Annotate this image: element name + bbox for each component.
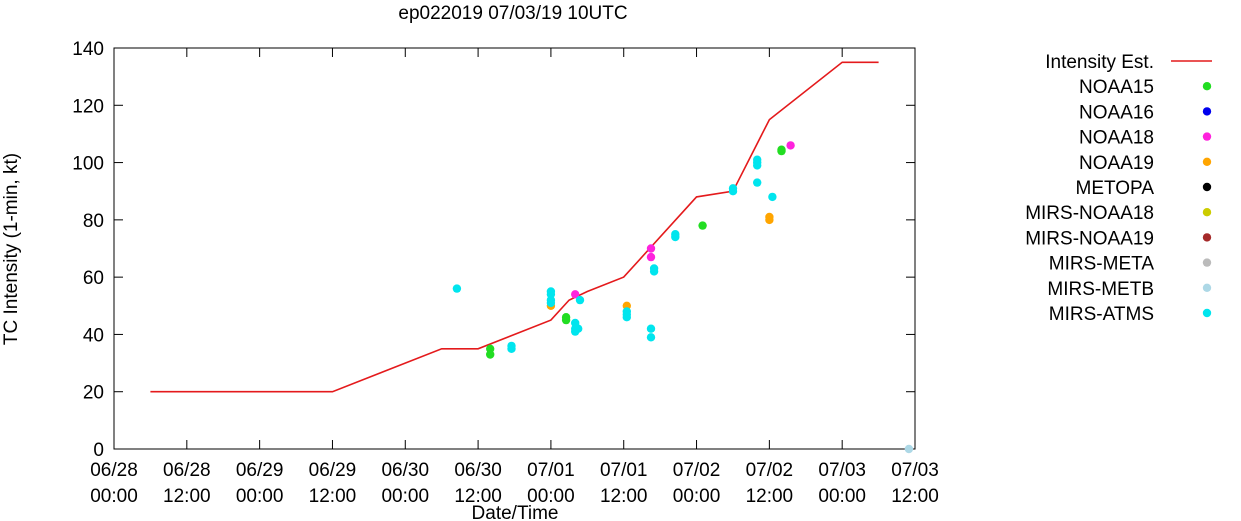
plot-area: 0 20 40 60 80 100 120 140 06/28 00:00 06/28 12:00 06… — [72, 39, 938, 507]
point-noaa15 — [777, 145, 786, 154]
y-axis-label: TC Intensity (1-min, kt) — [1, 153, 22, 345]
x-tick-label-time: 00:00 — [236, 486, 284, 507]
x-tick-label-time: 12:00 — [454, 486, 502, 507]
x-axis-label: Date/Time — [472, 503, 559, 521]
legend-label-intensity-est: Intensity Est. — [1045, 52, 1154, 73]
y-tick-label: 20 — [83, 383, 104, 404]
y-tick-label: 140 — [72, 39, 104, 60]
legend-swatch-mirs-atms — [1202, 308, 1212, 318]
x-tick-label-date: 06/28 — [163, 460, 211, 481]
y-tick-label: 60 — [83, 268, 104, 289]
point-mirs-atms — [768, 192, 777, 202]
point-mirs-atms — [546, 295, 556, 305]
x-tick-label-date: 06/28 — [90, 460, 138, 481]
legend-swatch-mirs-noaa18 — [1202, 208, 1212, 217]
point-mirs-atms — [574, 324, 583, 333]
x-tick-label-time: 00:00 — [818, 486, 866, 507]
x-tick-label-date: 07/02 — [673, 460, 721, 481]
legend: Intensity Est. NOAA15 NOAA16 NOAA18 NOAA19 ME… — [1025, 52, 1212, 325]
legend-swatch-mirs-metb — [1202, 283, 1212, 292]
plot-frame — [113, 47, 916, 450]
y-tick-label: 0 — [93, 440, 104, 461]
point-mirs-atms — [452, 284, 462, 293]
point-mirs-atms — [646, 324, 656, 333]
legend-label-mirs-noaa18: MIRS-NOAA18 — [1025, 203, 1154, 224]
y-tick-label: 80 — [83, 211, 104, 232]
x-tick-label-time: 12:00 — [600, 486, 648, 507]
x-tick-label-date: 07/01 — [600, 460, 648, 481]
x-tick-label-date: 06/30 — [454, 460, 502, 481]
legend-swatch-metopa — [1202, 182, 1212, 192]
x-tick-label-date: 07/02 — [746, 460, 794, 481]
y-tick-label: 100 — [72, 154, 104, 175]
x-tick-label-time: 00:00 — [527, 486, 575, 507]
point-mirs-atms — [546, 287, 556, 296]
x-tick-label-time: 00:00 — [90, 486, 138, 507]
legend-label-mirs-meta: MIRS-META — [1049, 254, 1155, 275]
x-tick-label-date: 06/29 — [309, 460, 357, 481]
legend-label-mirs-noaa19: MIRS-NOAA19 — [1025, 228, 1154, 249]
legend-label-noaa15: NOAA15 — [1079, 77, 1154, 98]
legend-label-mirs-atms: MIRS-ATMS — [1049, 304, 1154, 325]
x-tick-label-time: 12:00 — [163, 486, 211, 507]
point-noaa15 — [561, 313, 571, 322]
legend-label-noaa19: NOAA19 — [1079, 153, 1154, 174]
point-mirs-atms — [646, 333, 656, 342]
legend-label-metopa: METOPA — [1076, 178, 1155, 199]
point-noaa18 — [571, 290, 580, 299]
x-tick-label-date: 07/03 — [818, 460, 866, 481]
point-mirs-atms — [507, 341, 516, 351]
x-tick-label-time: 12:00 — [746, 486, 794, 507]
y-tick-label: 40 — [83, 325, 104, 346]
y-tick-label: 120 — [72, 96, 104, 117]
intensity-estimate-line — [150, 61, 879, 393]
x-tick-label-date: 06/29 — [236, 460, 284, 481]
point-mirs-atms — [649, 264, 659, 273]
legend-label-noaa16: NOAA16 — [1079, 102, 1154, 123]
x-tick-label-time: 00:00 — [673, 486, 721, 507]
x-tick-label-time: 00:00 — [381, 486, 429, 507]
legend-label-noaa18: NOAA18 — [1079, 128, 1154, 149]
point-noaa18 — [786, 141, 795, 150]
legend-swatch-noaa15 — [1202, 82, 1212, 91]
point-mirs-atms — [575, 295, 585, 305]
point-noaa19 — [765, 212, 774, 222]
point-noaa15 — [486, 344, 495, 353]
point-mirs-metb — [904, 444, 914, 454]
point-noaa18 — [646, 244, 656, 253]
x-tick-label-time: 12:00 — [891, 486, 939, 507]
legend-swatch-mirs-noaa19 — [1202, 233, 1212, 242]
legend-swatch-noaa18 — [1202, 132, 1212, 141]
point-mirs-atms — [622, 307, 631, 316]
x-tick-label-date: 07/03 — [891, 460, 939, 481]
x-tick-label-date: 07/01 — [527, 460, 575, 481]
legend-swatch-noaa19 — [1202, 157, 1212, 166]
legend-swatch-noaa16 — [1202, 107, 1212, 116]
x-tick-label-date: 06/30 — [381, 460, 429, 481]
point-noaa15 — [698, 221, 707, 230]
chart-title: ep022019 07/03/19 10UTC — [398, 3, 627, 24]
point-mirs-atms — [753, 155, 762, 164]
x-tick-label-time: 12:00 — [309, 486, 357, 507]
legend-swatch-mirs-meta — [1202, 258, 1212, 267]
point-noaa18 — [646, 252, 656, 262]
point-mirs-atms — [753, 178, 762, 187]
legend-label-mirs-metb: MIRS-METB — [1047, 279, 1154, 300]
point-mirs-atms — [728, 184, 738, 193]
point-mirs-atms — [671, 230, 680, 239]
